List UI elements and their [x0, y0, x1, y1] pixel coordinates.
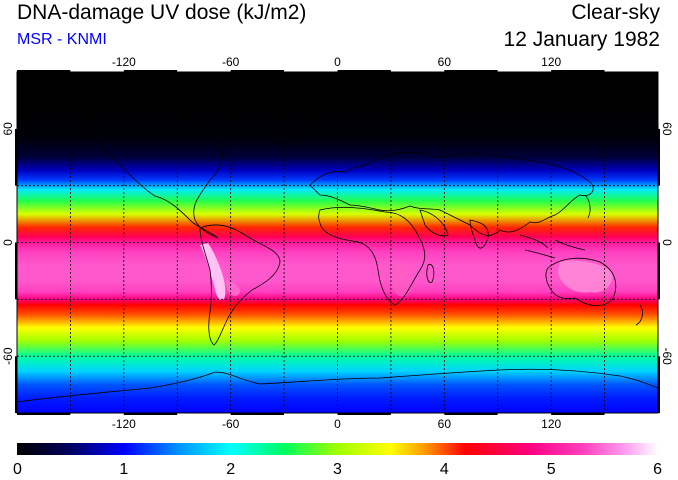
frame-tick-top [551, 70, 605, 72]
frame-tick-right [658, 356, 660, 413]
map-panel: -120 -60 0 60 120 -120 -60 0 60 120 60 0 -60 60 0 -6… [1, 55, 674, 431]
india-coast [469, 219, 489, 249]
frame-tick-right [658, 242, 660, 300]
frame-tick-top [230, 70, 285, 72]
frame-tick-bottom [551, 413, 605, 415]
map-frame [16, 71, 659, 414]
frame-tick-bottom [497, 413, 552, 415]
frame-tick-top [70, 70, 124, 72]
se-asia-islands [519, 234, 586, 259]
lat-label-right: -60 [660, 347, 674, 365]
frame-tick-left [15, 356, 17, 413]
longitude-labels-bottom: -120 -60 0 60 120 [112, 417, 562, 431]
frame-tick-bottom [177, 413, 231, 415]
frame-tick-top [604, 70, 658, 72]
lon-label-top: -120 [112, 55, 136, 69]
graticule [17, 72, 658, 413]
colorbar-label: 4 [440, 461, 449, 478]
lat-label-right: 0 [660, 239, 674, 246]
lon-label-bottom: -60 [222, 417, 240, 431]
lon-label-top: -60 [222, 55, 240, 69]
madagascar-coast [426, 264, 435, 283]
new-zealand-coast [635, 304, 643, 326]
sky-condition-label: Clear-sky [571, 1, 660, 24]
lon-label-bottom: 120 [541, 417, 561, 431]
lon-label-top: 60 [438, 55, 452, 69]
colorbar-labels: 0 1 2 3 4 5 6 [13, 461, 662, 478]
map-title: DNA-damage UV dose (kJ/m2) [17, 1, 307, 24]
frame-tick-bottom [444, 413, 498, 415]
date-label: 12 January 1982 [503, 28, 660, 51]
southern-africa-patch [392, 261, 412, 297]
japan-coast [584, 194, 591, 219]
australia-patch [558, 260, 613, 293]
frame-tick-bottom [230, 413, 285, 415]
frame-tick-bottom [17, 413, 71, 415]
antarctica-coast [17, 368, 658, 403]
frame-tick-bottom [123, 413, 178, 415]
colorbar-label: 3 [333, 461, 342, 478]
colorbar-label: 1 [119, 461, 128, 478]
frame-tick-bottom [337, 413, 391, 415]
frame-tick-bottom [390, 413, 445, 415]
frame-tick-top [444, 70, 498, 72]
frame-tick-top [497, 70, 552, 72]
colorbar-label: 0 [13, 461, 22, 478]
frame-tick-left [15, 299, 17, 357]
australia-coast [545, 257, 617, 307]
colorbar: 0 1 2 3 4 5 6 [13, 443, 662, 478]
frame-tick-top [390, 70, 445, 72]
lon-label-top: 120 [541, 55, 561, 69]
frame-tick-right [658, 299, 660, 357]
arabia-coast [419, 209, 449, 237]
lat-label-left: 60 [1, 122, 15, 136]
africa-coast [318, 207, 426, 306]
frame-tick-bottom [284, 413, 338, 415]
lon-label-bottom: -120 [112, 417, 136, 431]
frame-tick-right [658, 72, 660, 129]
north-america-coast [79, 94, 224, 239]
frame-tick-top [17, 70, 71, 72]
greenland-coast [269, 95, 319, 146]
colorbar-label: 5 [547, 461, 556, 478]
longitude-labels-top: -120 -60 0 60 120 [112, 55, 562, 69]
lon-label-top: 0 [334, 55, 341, 69]
eurasia-coast [309, 151, 594, 236]
colorbar-ramp [17, 443, 658, 455]
frame-tick-left [15, 242, 17, 300]
frame-tick-right [658, 128, 660, 186]
frame-tick-top [284, 70, 338, 72]
latitude-labels-left: 60 0 -60 [1, 122, 15, 365]
frame-tick-bottom [70, 413, 124, 415]
lat-label-left: 0 [1, 239, 15, 246]
frame-tick-top [123, 70, 178, 72]
frame-ticks [15, 70, 660, 415]
frame-tick-left [15, 185, 17, 243]
frame-tick-left [15, 72, 17, 129]
frame-tick-bottom [604, 413, 658, 415]
colorbar-label: 2 [226, 461, 235, 478]
south-america-patch [226, 280, 241, 296]
frame-tick-right [658, 185, 660, 243]
lon-label-bottom: 60 [438, 417, 452, 431]
colorbar-label: 6 [653, 461, 662, 478]
lat-label-right: 60 [660, 122, 674, 136]
latitude-labels-right: 60 0 -60 [660, 122, 674, 365]
frame-tick-top [177, 70, 231, 72]
frame-tick-left [15, 128, 17, 186]
frame-tick-top [337, 70, 391, 72]
lat-label-left: -60 [1, 347, 15, 365]
institution-label: MSR - KNMI [17, 31, 107, 48]
lon-label-bottom: 0 [334, 417, 341, 431]
